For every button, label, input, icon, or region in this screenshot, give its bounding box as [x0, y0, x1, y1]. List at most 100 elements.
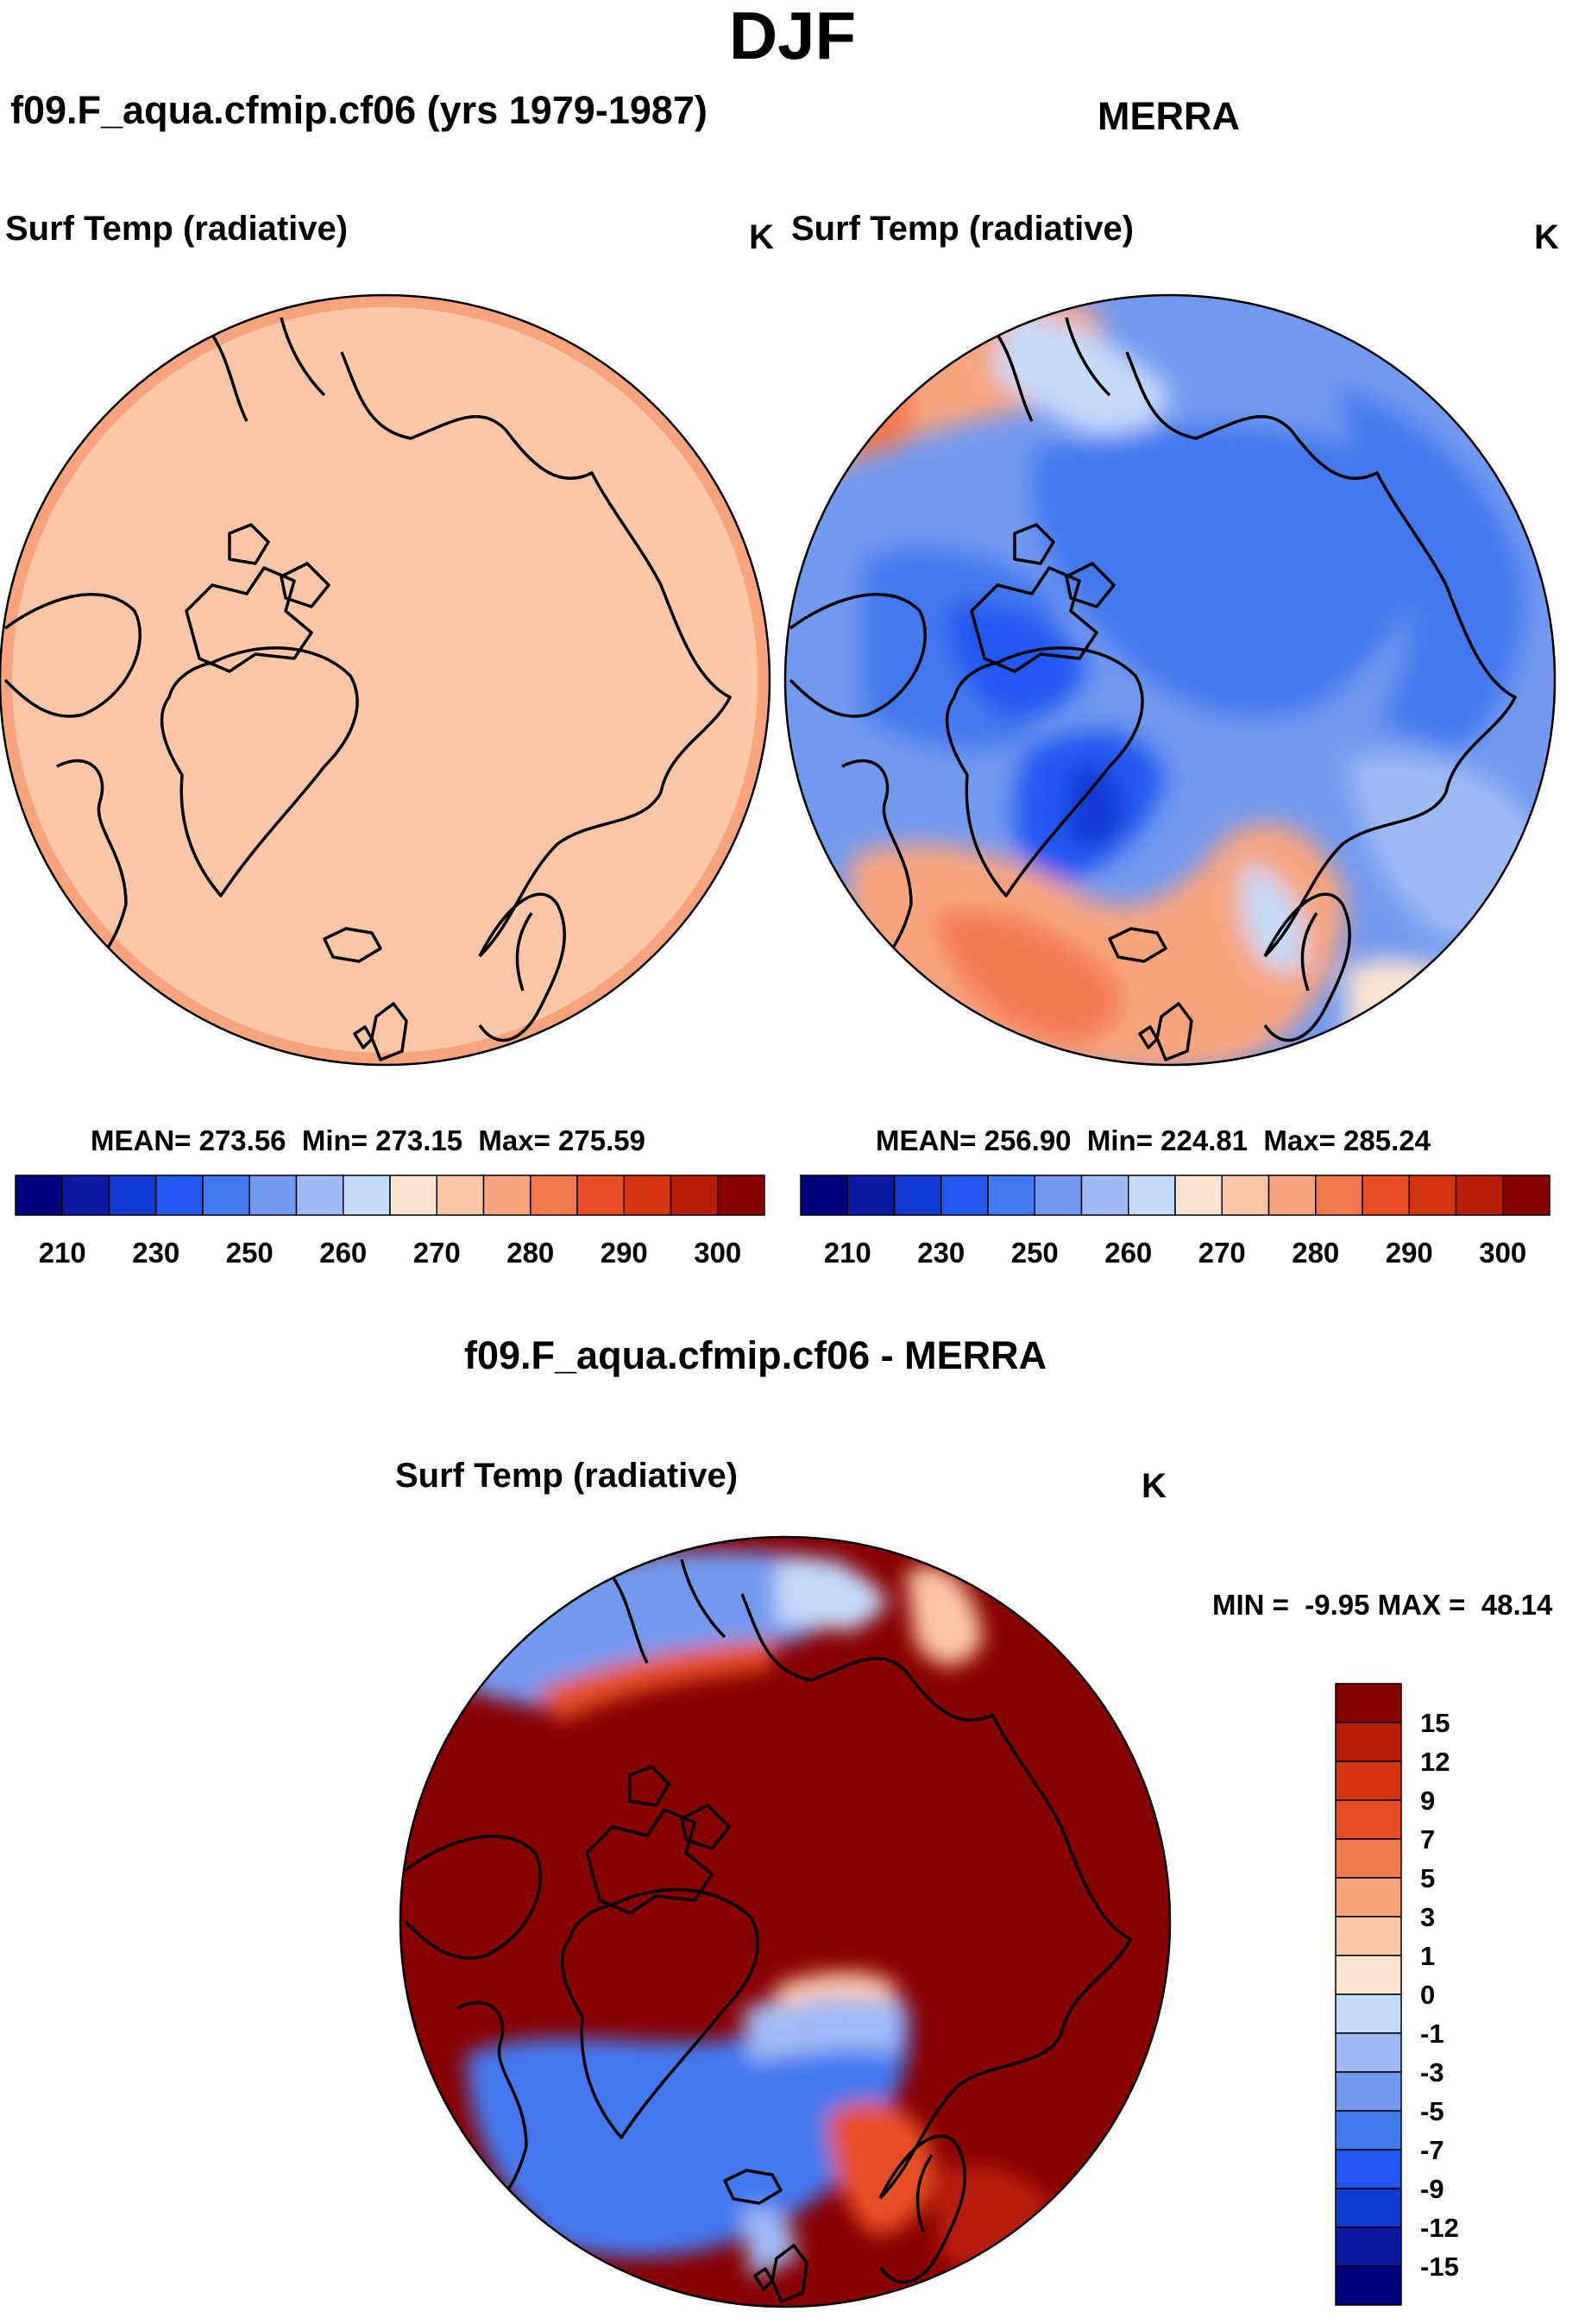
- model-colorbar-tick-label: 270: [413, 1237, 461, 1269]
- model-variable-label: Surf Temp (radiative): [5, 210, 349, 248]
- model-colorbar-swatch-5: [248, 1175, 298, 1216]
- model-colorbar-swatch-11: [530, 1175, 578, 1216]
- obs-variable-label: Surf Temp (radiative): [791, 210, 1135, 248]
- model-colorbar-swatch-0: [15, 1175, 63, 1216]
- obs-colorbar-swatch-15: [1502, 1175, 1550, 1216]
- obs-panel-title: MERRA: [1098, 94, 1240, 138]
- diff-colorbar-swatch-14: [1335, 2226, 1402, 2267]
- obs-colorbar-tick-label: 300: [1479, 1237, 1526, 1269]
- model-panel-title: f09.F_aqua.cfmip.cf06 (yrs 1979-1987): [10, 88, 708, 132]
- obs-units-label: K: [1534, 218, 1559, 256]
- diff-bering-light: [777, 1559, 889, 1631]
- obs-colorbar-swatch-8: [1174, 1175, 1223, 1216]
- model-colorbar-tick-label: 210: [39, 1237, 86, 1269]
- diff-colorbar-swatch-3: [1335, 1799, 1402, 1840]
- obs-colorbar-tick-label: 250: [1011, 1237, 1059, 1269]
- obs-arctic-basin: [1032, 425, 1426, 717]
- obs-greenland-interior: [1066, 766, 1124, 848]
- obs-scandinavia-cool: [1242, 863, 1305, 973]
- model-colorbar-tick-label: 280: [506, 1237, 554, 1269]
- obs-map: [783, 293, 1557, 1067]
- diff-scandinavia-warm: [828, 2101, 934, 2235]
- diff-map: [399, 1535, 1172, 2308]
- obs-canada-deep: [947, 602, 1087, 719]
- obs-colorbar-swatch-7: [1128, 1175, 1176, 1216]
- model-colorbar-swatch-10: [482, 1175, 531, 1216]
- model-polar-cap: [12, 307, 758, 1053]
- diff-colorbar-swatch-9: [1335, 2032, 1402, 2073]
- model-colorbar-swatch-3: [155, 1175, 204, 1216]
- diff-colorbar-tick-label: 9: [1420, 1786, 1435, 1816]
- diff-colorbar-swatch-11: [1335, 2110, 1402, 2151]
- diff-colorbar-swatch-0: [1335, 1683, 1402, 1723]
- obs-colorbar-tick-label: 260: [1104, 1237, 1152, 1269]
- obs-colorbar-swatch-3: [940, 1175, 989, 1216]
- obs-stats: MEAN= 256.90 Min= 224.81 Max= 285.24: [876, 1124, 1431, 1156]
- diff-alaska-cool: [906, 1565, 984, 1666]
- model-colorbar-swatch-13: [623, 1175, 672, 1216]
- obs-colorbar-swatch-6: [1080, 1175, 1129, 1216]
- diff-units-label: K: [1142, 1467, 1167, 1505]
- diff-colorbar-swatch-4: [1335, 1838, 1402, 1879]
- obs-colorbar-swatch-14: [1455, 1175, 1504, 1216]
- model-colorbar-swatch-8: [389, 1175, 437, 1216]
- model-colorbar-swatch-9: [436, 1175, 485, 1216]
- obs-colorbar-swatch-11: [1315, 1175, 1363, 1216]
- obs-colorbar-swatch-0: [800, 1175, 848, 1216]
- diff-colorbar-tick-label: 5: [1420, 1863, 1435, 1893]
- diff-colorbar-tick-label: -9: [1420, 2174, 1444, 2204]
- diff-colorbar-tick-label: -3: [1420, 2057, 1444, 2088]
- diff-colorbar-tick-label: 15: [1420, 1708, 1450, 1738]
- diff-colorbar-tick-label: -12: [1420, 2213, 1459, 2243]
- diff-panel-title: f09.F_aqua.cfmip.cf06 - MERRA: [464, 1333, 1047, 1377]
- model-colorbar-swatch-1: [61, 1175, 110, 1216]
- obs-colorbar-swatch-9: [1221, 1175, 1270, 1216]
- obs-colorbar-tick-label: 280: [1292, 1237, 1339, 1269]
- diff-colorbar-swatch-7: [1335, 1955, 1402, 1995]
- model-colorbar-tick-label: 230: [132, 1237, 179, 1269]
- model-colorbar-swatch-2: [108, 1175, 157, 1216]
- model-colorbar: 210 230 250 260 270 280 290 300: [15, 1175, 765, 1269]
- diff-colorbar-swatch-6: [1335, 1916, 1402, 1956]
- diff-colorbar-swatch-13: [1335, 2188, 1402, 2228]
- obs-colorbar-tick-label: 210: [824, 1237, 871, 1269]
- model-colorbar-tick-label: 260: [319, 1237, 367, 1269]
- model-colorbar-tick-label: 300: [694, 1237, 741, 1269]
- diff-pacific-fringe: [535, 1640, 777, 1722]
- obs-europe-light: [1346, 960, 1501, 1065]
- obs-colorbar-swatch-4: [987, 1175, 1035, 1216]
- model-colorbar-swatch-14: [670, 1175, 719, 1216]
- model-map: [0, 293, 771, 1067]
- obs-colorbar-tick-label: 230: [917, 1237, 965, 1269]
- diff-colorbar-tick-label: 0: [1420, 1980, 1435, 2010]
- diff-colorbar-swatch-8: [1335, 1993, 1402, 2034]
- model-colorbar-swatch-6: [295, 1175, 344, 1216]
- obs-colorbar-swatch-5: [1034, 1175, 1083, 1216]
- diff-colorbar-tick-label: -15: [1420, 2252, 1459, 2282]
- obs-colorbar-swatch-10: [1267, 1175, 1317, 1216]
- diff-stats: MIN = -9.95 MAX = 48.14: [1212, 1589, 1553, 1621]
- diff-colorbar-tick-label: -7: [1420, 2135, 1444, 2165]
- obs-colorbar-tick-label: 290: [1386, 1237, 1433, 1269]
- obs-colorbar: 210 230 250 260 270 280 290 300: [800, 1175, 1550, 1269]
- diff-colorbar-tick-label: 12: [1420, 1747, 1450, 1777]
- diff-colorbar: 15 12 9 7 5 3 1 0 -1 -3 -5 -7 -9 -12 -15: [1335, 1683, 1459, 2306]
- model-colorbar-swatch-7: [343, 1175, 391, 1216]
- diff-colorbar-swatch-1: [1335, 1722, 1402, 1762]
- diff-colorbar-tick-label: -1: [1420, 2019, 1444, 2049]
- diff-colorbar-tick-label: 7: [1420, 1824, 1435, 1855]
- diff-gulf-stream-fringe: [777, 1972, 897, 2011]
- figure-title: DJF: [728, 0, 857, 73]
- obs-siberia: [1337, 388, 1525, 751]
- diff-variable-label: Surf Temp (radiative): [395, 1457, 739, 1495]
- model-colorbar-swatch-4: [202, 1175, 250, 1216]
- model-stats: MEAN= 273.56 Min= 273.15 Max= 275.59: [91, 1124, 645, 1156]
- obs-colorbar-swatch-13: [1408, 1175, 1457, 1216]
- diff-colorbar-swatch-10: [1335, 2071, 1402, 2112]
- diff-colorbar-tick-label: -5: [1420, 2096, 1444, 2126]
- model-units-label: K: [749, 218, 774, 256]
- obs-colorbar-swatch-1: [846, 1175, 896, 1216]
- obs-colorbar-swatch-2: [893, 1175, 942, 1216]
- diff-colorbar-swatch-12: [1335, 2149, 1402, 2189]
